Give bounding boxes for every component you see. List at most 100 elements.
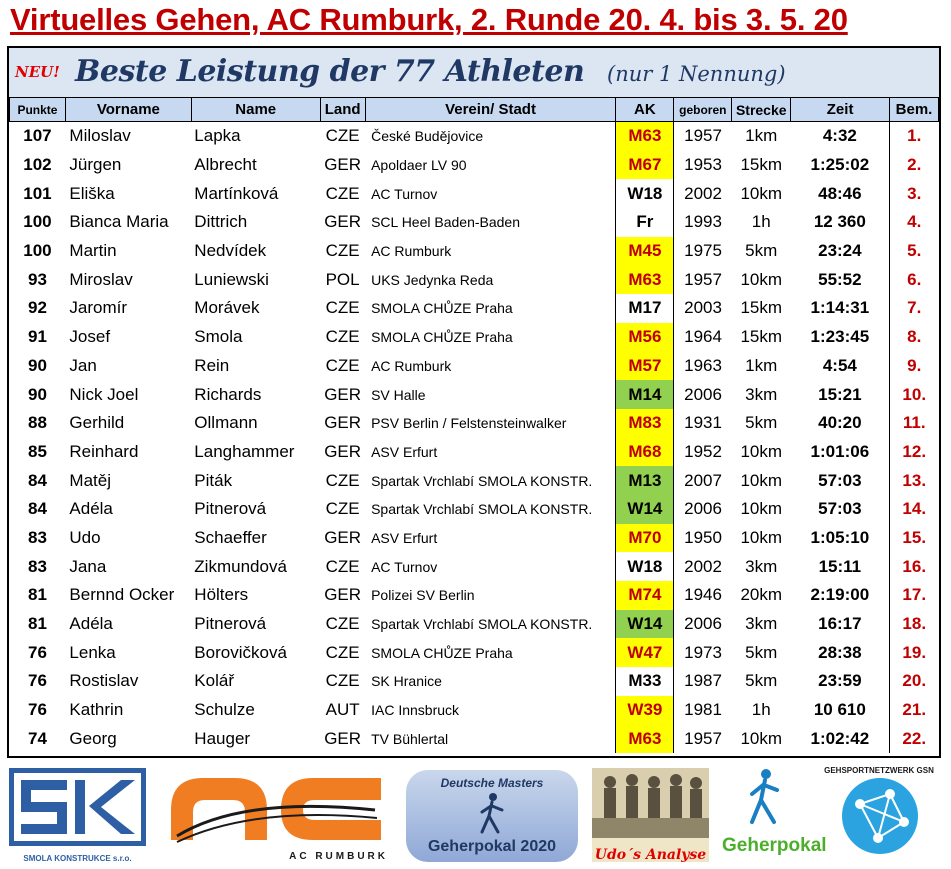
col-header-name: Name	[190, 97, 321, 122]
table-row: 84 Matěj Piták CZE Spartak Vrchlabí SMOLA KO…	[10, 466, 939, 495]
cell-vorname: Lenka	[69, 642, 116, 662]
table-row: 100 Bianca Maria Dittrich GER SCL Heel Baden…	[10, 208, 939, 237]
cell-name: Hölters	[194, 585, 249, 605]
sponsor-logos: SMOLA KONSTRUKCE s.r.o. AC RUMBURK Deuts…	[0, 760, 951, 865]
cell-vorname: Nick Joel	[69, 384, 139, 404]
results-board: NEU! Beste Leistung der 77 Athleten (nur…	[7, 46, 941, 758]
cell-name: Morávek	[194, 298, 260, 318]
cell-ak: W47	[615, 638, 675, 668]
cell-name: Smola	[194, 327, 243, 347]
network-globe-icon	[842, 778, 918, 854]
gsn-arc-text: GEHSPORTNETZWERK GSN	[824, 766, 934, 775]
cell-vorname: Josef	[69, 327, 111, 347]
cell-vorname: Bernnd Ocker	[69, 585, 175, 605]
cell-geboren: 1964	[684, 327, 722, 347]
cell-geboren: 2007	[684, 470, 722, 490]
cell-bem: 15.	[888, 523, 939, 553]
board-title: Beste Leistung der 77 Athleten	[75, 54, 585, 89]
cell-punkte: 84	[27, 470, 47, 490]
main-title: Virtuelles Gehen, AC Rumburk, 2. Runde 2…	[10, 2, 848, 37]
cell-punkte: 90	[27, 384, 47, 404]
udo-caption: Udo´s Analyse	[594, 847, 707, 863]
cell-land: GER	[324, 155, 362, 175]
cell-land: CZE	[325, 183, 360, 203]
cell-land: CZE	[325, 671, 360, 691]
cell-bem: 10.	[888, 380, 939, 409]
cell-ak: M33	[615, 667, 675, 696]
table-row: 100 Martin Nedvídek CZE AC Rumburk M45 1975 5km…	[10, 236, 939, 266]
cell-punkte: 76	[27, 700, 47, 720]
new-badge: NEU!	[15, 63, 60, 81]
cell-ak: M63	[615, 265, 675, 295]
cell-land: CZE	[325, 499, 360, 519]
cell-strecke: 5km	[745, 642, 778, 662]
deutsche-masters-logo: Deutsche Masters Geherpokal 2020	[406, 770, 578, 862]
cell-bem: 16.	[888, 552, 939, 581]
table-row: 84 Adéla Pitnerová CZE Spartak Vrchlabí SMOL…	[10, 494, 939, 524]
cell-verein: ASV Erfurt	[371, 529, 438, 546]
cell-bem: 14.	[888, 494, 939, 524]
cell-bem: 13.	[888, 466, 939, 495]
cell-ak: M57	[615, 351, 675, 381]
cell-land: GER	[324, 384, 362, 404]
cell-name: Pitnerová	[194, 614, 267, 634]
cell-bem: 12.	[888, 437, 939, 467]
cell-ak: M74	[615, 581, 675, 610]
cell-punkte: 76	[27, 671, 47, 691]
col-header-zeit: Zeit	[790, 97, 890, 122]
cell-verein: České Budějovice	[371, 128, 484, 145]
cell-strecke: 15km	[740, 298, 783, 318]
cell-verein: Apoldaer LV 90	[371, 157, 467, 174]
cell-bem: 4.	[888, 208, 939, 237]
walker-icon	[750, 769, 779, 824]
cell-zeit: 23:59	[818, 671, 862, 691]
cell-geboren: 1953	[684, 155, 722, 175]
cell-zeit: 1:01:06	[810, 441, 870, 461]
cell-verein: Spartak Vrchlabí SMOLA KONSTR.	[371, 616, 593, 633]
cell-punkte: 88	[27, 413, 47, 433]
photo-walkers-icon	[592, 768, 709, 838]
cell-geboren: 2006	[684, 499, 722, 519]
cell-bem: 17.	[888, 581, 939, 610]
cell-land: CZE	[325, 355, 360, 375]
cell-zeit: 1:02:42	[810, 728, 870, 748]
cell-land: CZE	[325, 241, 360, 261]
cell-geboren: 1973	[684, 642, 722, 662]
cell-verein: SMOLA CHŮZE Praha	[371, 644, 513, 661]
cell-land: CZE	[325, 642, 360, 662]
cell-punkte: 91	[27, 327, 47, 347]
table-row: 81 Adéla Pitnerová CZE Spartak Vrchlabí SMOL…	[10, 609, 939, 639]
cell-vorname: Jürgen	[69, 155, 122, 175]
cell-strecke: 20km	[740, 585, 783, 605]
cell-zeit: 4:54	[822, 355, 857, 375]
cell-bem: 3.	[888, 179, 939, 209]
cell-ak: W39	[615, 695, 675, 725]
cell-land: POL	[325, 269, 360, 289]
cell-name: Martínková	[194, 183, 279, 203]
cell-land: GER	[324, 441, 362, 461]
cell-ak: W18	[615, 179, 675, 209]
cell-ak: M14	[615, 380, 675, 409]
cell-ak: M67	[615, 150, 675, 180]
cell-zeit: 23:24	[818, 241, 862, 261]
gsn-logo: GEHSPORTNETZWERK GSN	[820, 764, 938, 864]
cell-punkte: 100	[23, 212, 52, 232]
cell-bem: 5.	[888, 236, 939, 266]
cell-land: CZE	[325, 298, 360, 318]
cell-zeit: 1:05:10	[810, 527, 870, 547]
cell-ak: M70	[615, 523, 675, 553]
cell-strecke: 1h	[751, 700, 771, 720]
cell-zeit: 4:32	[822, 126, 857, 146]
cell-punkte: 100	[23, 241, 52, 261]
table-row: 76 Lenka Borovičková CZE SMOLA CHŮZE Praha W4…	[10, 638, 939, 668]
cell-bem: 21.	[888, 695, 939, 725]
cell-name: Piták	[194, 470, 233, 490]
cell-verein: IAC Innsbruck	[371, 702, 460, 719]
cell-name: Dittrich	[194, 212, 248, 232]
cell-ak: W14	[615, 494, 675, 524]
cell-strecke: 15km	[740, 155, 783, 175]
cell-ak: M13	[615, 466, 675, 495]
cell-strecke: 10km	[740, 441, 783, 461]
cell-punkte: 84	[27, 499, 47, 519]
col-header-geboren: geboren	[673, 97, 733, 122]
